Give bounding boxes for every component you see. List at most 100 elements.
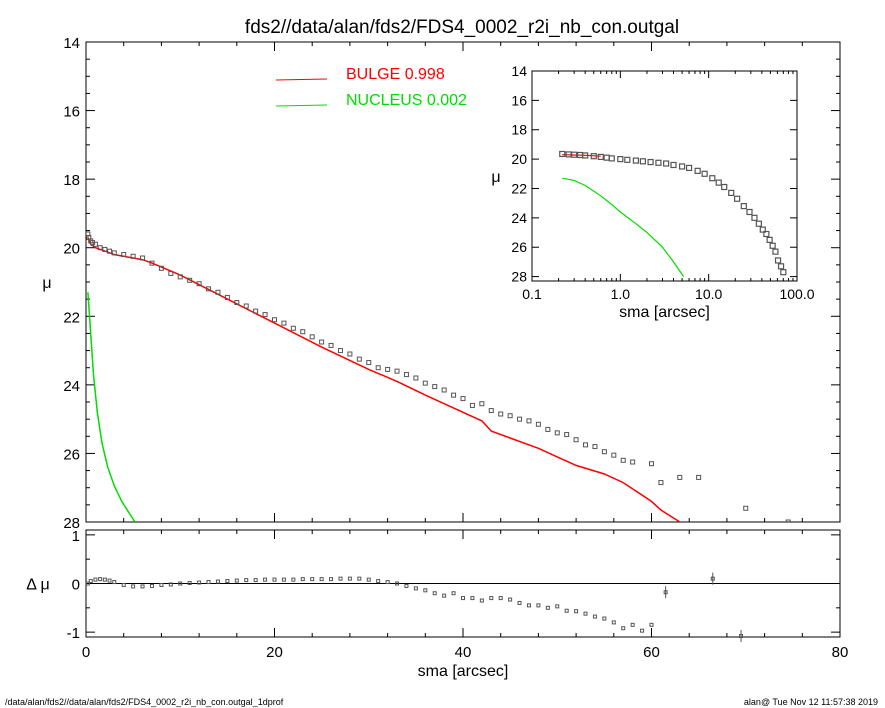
y-tick-label: 20 bbox=[63, 241, 80, 258]
inset-x-axis-label: sma [arcsec] bbox=[619, 304, 710, 321]
residual-point bbox=[630, 622, 635, 627]
residual-point bbox=[215, 579, 220, 584]
x-tick-label: 40 bbox=[455, 644, 472, 661]
residual-point bbox=[423, 588, 428, 593]
residual-point bbox=[489, 596, 494, 601]
residual-point bbox=[88, 579, 93, 584]
inset-data-point bbox=[701, 170, 708, 177]
residual-point bbox=[112, 580, 117, 585]
inset-panel: 14 16 18 20 22 24 26 280.1 1.0 10.0 100.0 sma [arcs… bbox=[491, 63, 814, 321]
inset-y-tick-label: 28 bbox=[511, 269, 527, 285]
inset-data-point bbox=[590, 153, 597, 160]
data-point bbox=[432, 384, 438, 390]
residual-point bbox=[291, 577, 296, 582]
residual-point bbox=[131, 584, 136, 589]
residual-point bbox=[140, 584, 145, 589]
data-point bbox=[696, 474, 702, 480]
data-point bbox=[422, 380, 428, 386]
inset-y-tick-label: 26 bbox=[511, 239, 527, 255]
data-point bbox=[545, 426, 551, 432]
inset-y-tick-label: 22 bbox=[511, 180, 527, 196]
inset-data-point bbox=[597, 153, 604, 161]
data-point bbox=[469, 402, 475, 408]
inset-data-point bbox=[746, 208, 753, 216]
inset-data-point bbox=[670, 161, 677, 169]
residual-point bbox=[149, 583, 154, 588]
series-line-nucleus bbox=[87, 292, 136, 522]
residual-point bbox=[602, 616, 607, 621]
data-point bbox=[554, 430, 560, 436]
inset-data-point bbox=[769, 242, 776, 249]
data-point bbox=[97, 245, 103, 251]
residual-point bbox=[395, 581, 400, 586]
data-point bbox=[743, 505, 749, 511]
inset-data-point bbox=[709, 175, 716, 182]
data-point bbox=[168, 270, 174, 276]
data-point bbox=[658, 480, 664, 486]
residual-point bbox=[319, 577, 324, 582]
data-point bbox=[262, 312, 268, 318]
data-point bbox=[451, 392, 457, 398]
data-point bbox=[583, 442, 589, 448]
residual-point bbox=[281, 577, 286, 582]
data-point bbox=[649, 461, 654, 467]
inset-y-axis-label: μ bbox=[491, 169, 500, 186]
inset-data-point bbox=[678, 163, 686, 170]
residual-point bbox=[517, 600, 522, 605]
inset-data-point bbox=[734, 195, 741, 202]
y-tick-label: 26 bbox=[63, 446, 80, 463]
residual-point bbox=[498, 596, 503, 601]
residual-point bbox=[442, 593, 447, 598]
data-point bbox=[130, 253, 136, 259]
inset-data-point bbox=[772, 248, 779, 255]
data-point bbox=[677, 474, 683, 480]
data-point bbox=[121, 252, 127, 258]
data-point bbox=[498, 411, 504, 417]
residual-point bbox=[244, 578, 249, 583]
inset-data-point bbox=[685, 164, 693, 172]
residual-point bbox=[121, 582, 126, 587]
inset-data-point bbox=[571, 151, 578, 158]
legend-label: BULGE 0.998 bbox=[346, 66, 445, 83]
data-point bbox=[300, 329, 306, 335]
inset-plot-frame bbox=[531, 70, 798, 282]
residual-point bbox=[366, 577, 371, 582]
data-point bbox=[281, 320, 287, 326]
inset-series-line-nucleus bbox=[562, 177, 685, 277]
residual-point bbox=[621, 626, 626, 631]
inset-x-tick-label: 1.0 bbox=[611, 286, 631, 302]
data-point bbox=[111, 250, 117, 256]
y-tick-label: -1 bbox=[67, 625, 80, 642]
data-point bbox=[253, 308, 259, 314]
y-tick-label: 28 bbox=[63, 515, 80, 532]
residual-point bbox=[574, 609, 579, 614]
series-line-bulge bbox=[87, 237, 681, 522]
inset-y-tick-label: 16 bbox=[511, 92, 527, 108]
residual-point bbox=[649, 622, 654, 627]
x-tick-label: 60 bbox=[643, 644, 660, 661]
chart-title: fds2//data/alan/fds2/FDS4_0002_r2i_nb_co… bbox=[245, 17, 679, 38]
main-plot-area bbox=[86, 231, 791, 522]
residual-point bbox=[338, 576, 343, 581]
inset-data-point bbox=[639, 158, 646, 165]
inset-data-point bbox=[647, 158, 654, 166]
residual-point bbox=[583, 611, 588, 616]
y-tick-label: 24 bbox=[63, 378, 80, 395]
data-point bbox=[479, 401, 485, 407]
inset-data-point bbox=[608, 155, 615, 162]
inset-data-point bbox=[721, 183, 728, 191]
data-point bbox=[309, 334, 315, 340]
data-point bbox=[403, 372, 409, 378]
data-point bbox=[206, 286, 212, 292]
residual-point bbox=[206, 580, 211, 585]
inset-data-point bbox=[759, 226, 766, 233]
data-point bbox=[92, 241, 98, 247]
x-tick-label: 80 bbox=[832, 644, 849, 661]
inset-y-tick-label: 24 bbox=[511, 210, 527, 226]
residual-point bbox=[640, 628, 645, 633]
residual-point bbox=[85, 581, 90, 586]
data-point bbox=[375, 365, 381, 371]
inset-data-point bbox=[777, 263, 785, 270]
inset-data-point bbox=[617, 156, 624, 163]
data-point bbox=[215, 289, 221, 295]
